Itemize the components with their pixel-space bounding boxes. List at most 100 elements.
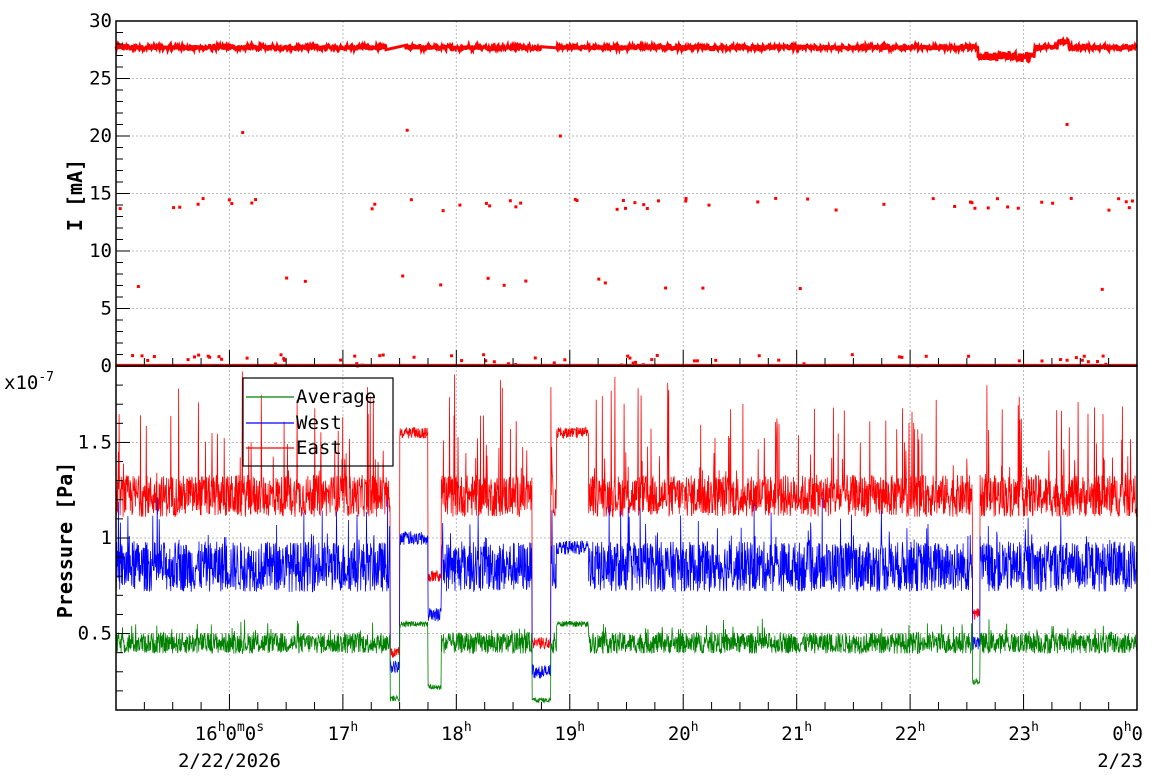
current-dropout-point xyxy=(146,358,150,362)
current-dropout-point xyxy=(254,198,258,202)
current-dropout-point xyxy=(701,286,705,290)
current-dropout-point xyxy=(250,201,254,205)
current-dropout-point xyxy=(692,359,696,363)
current-y-axis: 0 5 10 15 20 25 30 xyxy=(89,10,130,377)
current-dropout-point xyxy=(360,363,364,367)
current-dropout-point xyxy=(1104,362,1108,366)
current-dropout-point xyxy=(220,357,224,361)
current-dropout-point xyxy=(227,198,231,202)
current-dropout-point xyxy=(118,207,122,211)
x-tick-label: 18h xyxy=(441,720,472,745)
current-dropout-point xyxy=(1130,199,1134,203)
current-dropout-point xyxy=(655,353,659,357)
scale-base: x10 xyxy=(4,372,38,394)
current-dropout-point xyxy=(603,281,607,285)
current-dropout-point xyxy=(524,279,528,283)
current-dropout-point xyxy=(973,206,977,210)
current-grid xyxy=(116,21,1137,366)
current-dropout-point xyxy=(1086,360,1090,364)
current-y-axis-title: I [mA] xyxy=(63,159,87,231)
pressure-scale-factor: x10-7 xyxy=(4,370,54,394)
pressure-frame xyxy=(115,365,1138,711)
current-dropout-point xyxy=(441,209,445,213)
current-dropout-point xyxy=(995,197,999,201)
current-dropout-point xyxy=(1006,205,1010,209)
current-dropout-point xyxy=(695,359,699,363)
pressure-y-tick-label: 0.5 xyxy=(78,623,112,645)
current-dropout-point xyxy=(620,363,624,367)
current-dropout-point xyxy=(285,276,289,280)
current-dropout-point xyxy=(136,285,140,289)
pressure-line-east xyxy=(115,371,1138,658)
legend: Average West East xyxy=(242,377,394,467)
current-dropout-point xyxy=(401,274,405,278)
legend-label-average: Average xyxy=(296,386,376,408)
current-dropout-point xyxy=(1016,206,1020,210)
current-dropout-point xyxy=(707,203,711,207)
date-label-end: 2/23 xyxy=(1097,750,1143,772)
current-dropout-point xyxy=(450,354,454,358)
current-dropout-point xyxy=(664,286,668,290)
current-dropout-point xyxy=(196,202,200,206)
current-dropout-point xyxy=(626,354,630,358)
scale-exponent: -7 xyxy=(38,370,54,385)
current-dropout-point xyxy=(172,206,176,210)
current-dropout-point xyxy=(206,354,210,358)
current-dropout-point xyxy=(303,279,307,283)
current-dropout-point xyxy=(381,353,385,357)
current-y-tick-label: 5 xyxy=(101,298,112,320)
current-dropout-point xyxy=(798,287,802,291)
current-dropout-point xyxy=(656,199,660,203)
current-dropout-point xyxy=(1082,354,1086,358)
current-dropout-point xyxy=(131,354,135,358)
current-dropout-point xyxy=(621,199,625,203)
current-dropout-point xyxy=(140,354,144,358)
current-dropout-point xyxy=(192,355,196,359)
legend-label-west: West xyxy=(296,412,342,434)
current-dropout-point xyxy=(631,361,635,365)
current-dropout-point xyxy=(1074,356,1078,360)
current-dropout-point xyxy=(370,207,374,211)
x-tick-label: 17h xyxy=(328,720,359,745)
current-dropout-point xyxy=(573,197,577,201)
current-dropout-point xyxy=(623,206,627,210)
current-dropout-point xyxy=(1080,358,1084,362)
current-panel: 0 5 10 15 20 25 30 I [mA] xyxy=(63,10,1138,377)
current-dropout-point xyxy=(378,354,382,358)
current-dropout-point xyxy=(1117,197,1121,201)
pressure-panel: 0.5 1 1.5 16h0m0s 17h 18h 19h 20h 21h 22h 23h 0h0 2… xyxy=(4,350,1143,772)
x-tick-label: 16h0m0s xyxy=(195,720,264,745)
current-y-tick-label: 30 xyxy=(89,10,112,32)
current-y-tick-label: 20 xyxy=(89,125,112,147)
current-dropout-point xyxy=(597,277,601,281)
current-dropout-point xyxy=(230,202,234,206)
current-dropout-point xyxy=(774,196,778,200)
current-dropout-point xyxy=(492,360,496,364)
current-dropout-point xyxy=(486,276,490,280)
current-dropout-point xyxy=(645,207,649,211)
current-dropout-point xyxy=(533,356,537,360)
current-dropout-point xyxy=(519,201,523,205)
x-tick-label: 20h xyxy=(668,720,699,745)
current-dropout-point xyxy=(924,354,928,358)
current-dropout-point xyxy=(439,283,443,287)
current-dropout-point xyxy=(968,200,972,204)
current-dropout-point xyxy=(552,361,556,365)
current-dropout-point xyxy=(197,353,201,357)
current-dropout-point xyxy=(201,197,205,201)
current-outlier-point xyxy=(1065,123,1069,126)
current-dropout-point xyxy=(641,363,645,367)
current-dropout-point xyxy=(1065,358,1069,362)
current-dropout-point xyxy=(186,358,190,362)
current-dropout-point xyxy=(642,203,646,207)
current-dropout-point xyxy=(834,208,838,212)
current-dropout-point xyxy=(245,356,249,360)
x-tick-label: 23h xyxy=(1008,720,1039,745)
current-outlier-point xyxy=(241,131,245,135)
current-dropout-point xyxy=(178,205,182,209)
current-dropout-point xyxy=(615,207,619,211)
x-tick-label: 19h xyxy=(554,720,585,745)
current-dropout-point xyxy=(1040,359,1044,363)
current-dropout-point xyxy=(634,360,638,364)
current-dropout-point xyxy=(1095,360,1099,364)
